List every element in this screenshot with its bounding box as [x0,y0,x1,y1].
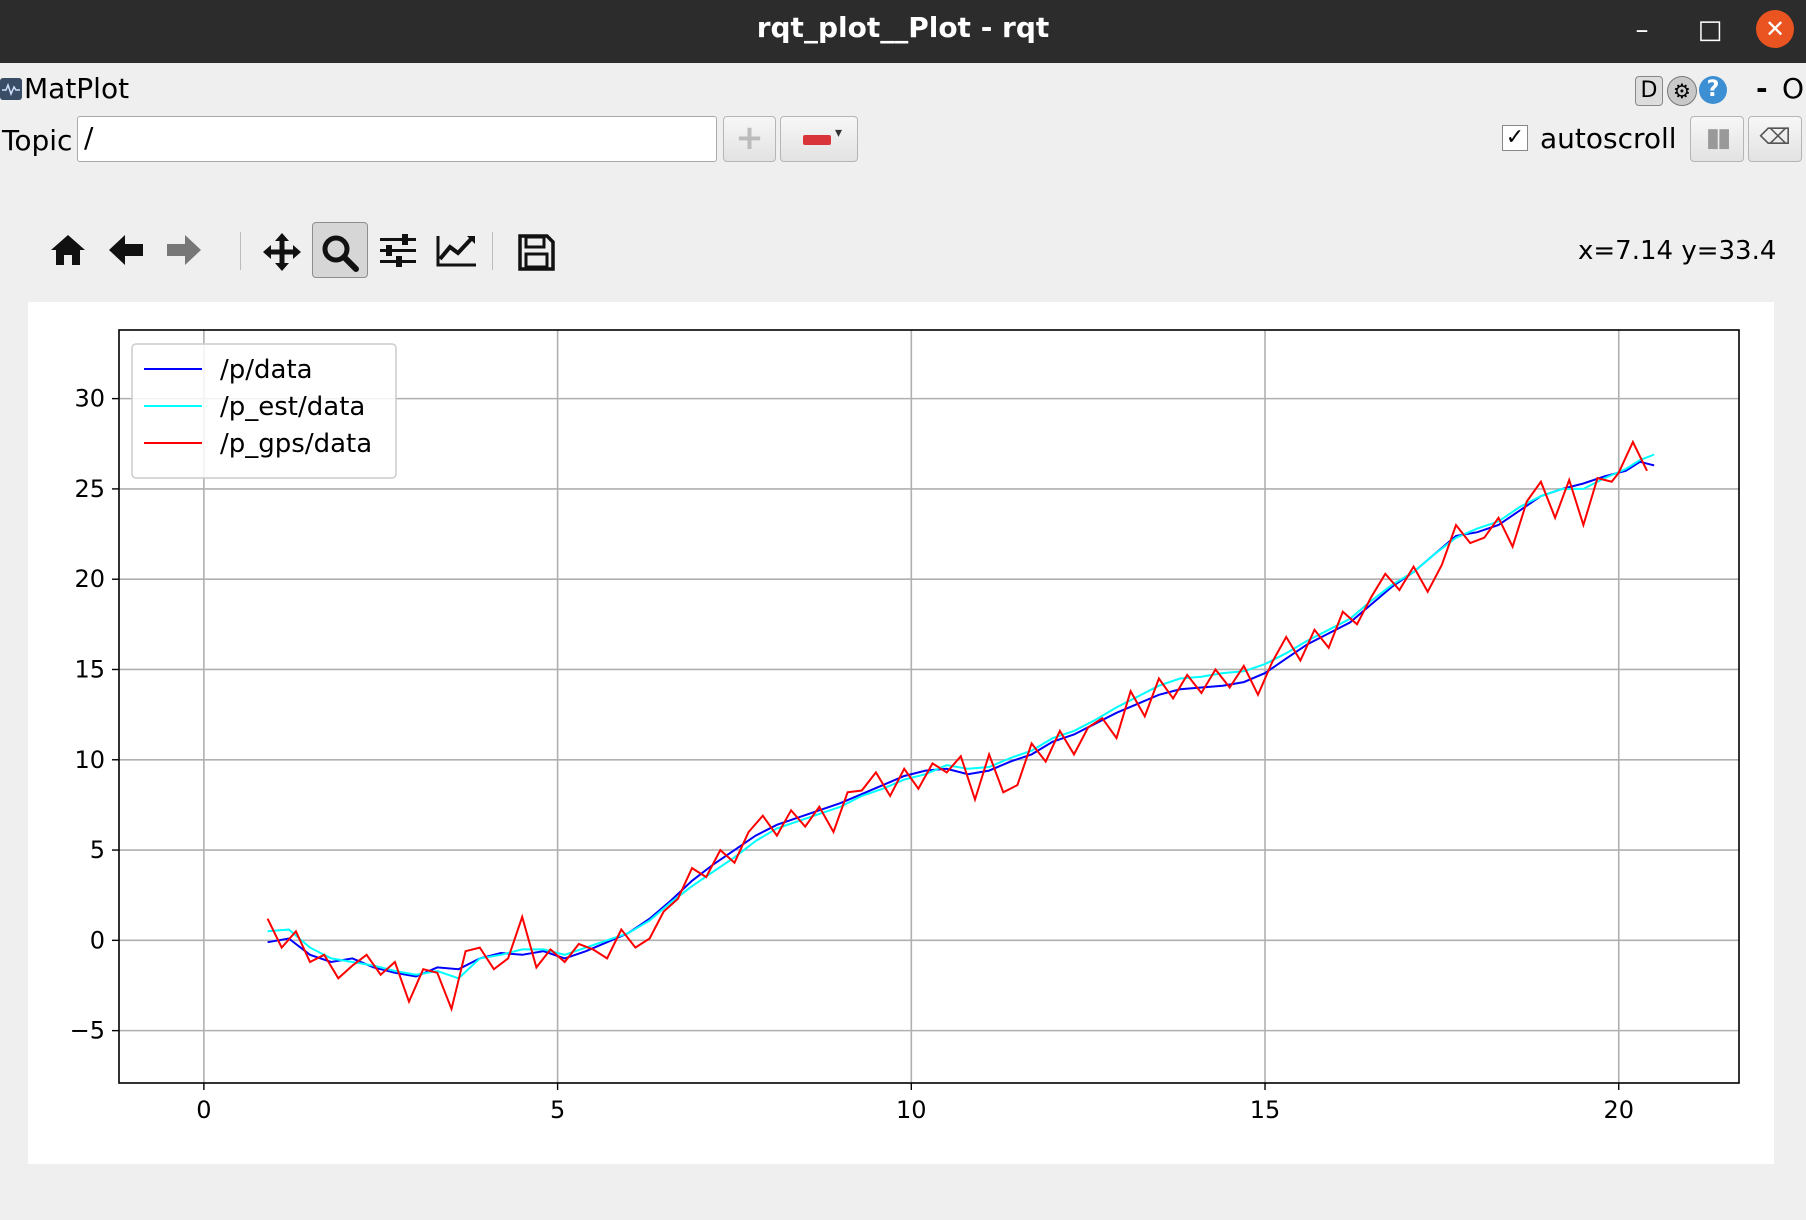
clear-icon: ⌫ [1759,125,1791,150]
line-chart[interactable]: 0 5 10 15 20 −5 0 5 10 15 20 25 30/p/data/p_est/data… [28,302,1774,1164]
customize-icon[interactable] [428,222,484,278]
series-line-3 [266,439,1648,1013]
plus-icon: + [735,118,764,158]
legend-label: /p_gps/data [220,429,372,459]
y-tick-label: 5 [90,836,105,864]
pause-button[interactable]: ▮▮ [1690,116,1744,162]
plugin-title: MatPlot [24,72,130,105]
matplot-icon [0,78,22,100]
y-tick-label: 10 [74,746,105,774]
pan-icon[interactable] [254,222,310,278]
dock-button[interactable]: D [1635,76,1663,106]
plugin-bar: MatPlot D ⚙ ? - O [0,68,1806,112]
gear-icon[interactable]: ⚙ [1667,76,1697,106]
save-icon[interactable] [508,222,564,278]
legend-label: /p_est/data [220,392,365,422]
add-topic-button[interactable]: + [723,116,776,162]
toolbar-separator [492,232,493,270]
y-tick-label: −5 [70,1017,105,1045]
window-title-bar: rqt_plot__Plot - rqt – □ ✕ [0,0,1806,63]
plot-toolbar [30,222,1806,282]
topic-bar: Topic / + ▾ ✓ autoscroll ▮▮ ⌫ [0,116,1806,168]
x-tick-label: 15 [1250,1096,1281,1124]
topic-label: Topic [2,124,73,157]
y-tick-label: 25 [74,475,105,503]
home-icon[interactable] [40,222,96,278]
legend-label: /p/data [220,355,313,385]
minus-icon [803,135,831,145]
topic-input[interactable]: / [77,116,717,162]
remove-topic-button[interactable]: ▾ [780,116,858,162]
x-tick-label: 5 [550,1096,565,1124]
back-arrow-icon[interactable] [98,222,154,278]
y-tick-label: 0 [90,926,105,954]
clear-button[interactable]: ⌫ [1748,116,1802,162]
x-tick-label: 0 [196,1096,211,1124]
y-tick-label: 20 [74,565,105,593]
autoscroll-checkbox[interactable]: ✓ [1502,125,1528,151]
pause-icon: ▮▮ [1705,123,1732,153]
y-tick-label: 15 [74,655,105,683]
close-button[interactable]: ✕ [1756,10,1794,48]
series-line-1 [267,460,1655,978]
minimize-plugin-button[interactable]: - [1756,72,1768,105]
cursor-coordinates: x=7.14 y=33.4 [1578,236,1777,266]
autoscroll-label: autoscroll [1540,122,1677,155]
help-button[interactable]: ? [1699,76,1727,104]
chevron-down-icon: ▾ [835,125,843,141]
window-title: rqt_plot__Plot - rqt [756,11,1050,44]
legend-box [131,343,397,479]
plot-frame [118,329,1740,1084]
series-line-2 [267,453,1655,980]
minimize-button[interactable]: – [1635,15,1649,45]
forward-arrow-icon[interactable] [156,222,212,278]
x-tick-label: 20 [1603,1096,1634,1124]
close-plugin-button[interactable]: O [1782,72,1805,105]
zoom-icon[interactable] [312,222,368,278]
x-tick-label: 10 [896,1096,927,1124]
subplots-icon[interactable] [370,222,426,278]
maximize-button[interactable]: □ [1697,15,1723,45]
plot-figure[interactable]: 0 5 10 15 20 −5 0 5 10 15 20 25 30/p/data/p_est/data… [28,302,1774,1164]
toolbar-separator [240,232,241,270]
y-tick-label: 30 [74,385,105,413]
